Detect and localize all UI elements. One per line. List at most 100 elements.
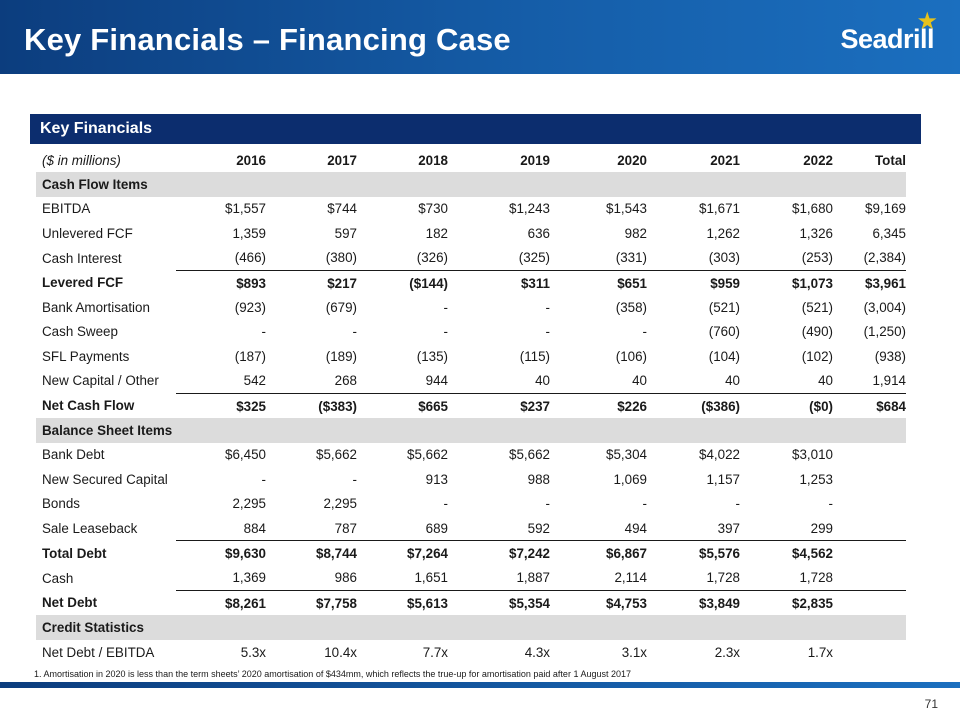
table-cell: 2,114 bbox=[614, 570, 647, 586]
table-cell: 1,914 bbox=[872, 373, 906, 389]
table-cell: $1,671 bbox=[699, 201, 740, 217]
table-cell: 2.3x bbox=[714, 644, 740, 660]
table-cell: - bbox=[261, 324, 266, 340]
table-cell bbox=[176, 172, 266, 197]
table-row: New Secured Capital - - 913 988 1,069 1,157 1,2… bbox=[36, 467, 906, 491]
row-label: Bank Debt bbox=[42, 447, 105, 463]
table-cell: 1,887 bbox=[516, 570, 550, 586]
table-cell: 787 bbox=[334, 520, 357, 536]
header-bar: Key Financials – Financing Case Seadrill… bbox=[0, 0, 960, 74]
table-cell: 986 bbox=[334, 570, 357, 586]
table-cell bbox=[833, 172, 906, 197]
table-cell: $7,264 bbox=[357, 540, 448, 566]
row-label: Cash bbox=[42, 570, 74, 586]
table-cell: $5,576 bbox=[647, 540, 740, 566]
table-cell: $217 bbox=[266, 269, 357, 296]
table-cell bbox=[833, 443, 906, 467]
section-title: Key Financials bbox=[40, 120, 153, 137]
table-row: Cash Sweep - - - - - (760) (490) (1,250) bbox=[36, 320, 906, 344]
table-cell: $3,961 bbox=[833, 269, 906, 296]
table-cell: $3,010 bbox=[792, 447, 833, 463]
row-label: SFL Payments bbox=[42, 348, 130, 364]
table-cell bbox=[176, 615, 266, 640]
table-cell: - bbox=[545, 496, 550, 512]
table-cell: 1,728 bbox=[799, 570, 833, 586]
table-cell: $730 bbox=[418, 201, 448, 217]
table-cell: 1.7x bbox=[807, 644, 833, 660]
table-cell: - bbox=[352, 471, 357, 487]
table-cell: $6,450 bbox=[225, 447, 266, 463]
table-row: Net Debt / EBITDA 5.3x 10.4x 7.7x 4.3x 3.1x 2.… bbox=[36, 640, 906, 664]
table-row: Bonds 2,295 2,295 - - - - - bbox=[36, 491, 906, 515]
row-label: Cash Sweep bbox=[42, 324, 118, 340]
table-cell: 494 bbox=[624, 520, 647, 536]
table-cell bbox=[740, 615, 833, 640]
table-cell: (521) bbox=[801, 300, 833, 316]
table-row: Sale Leaseback 884 787 689 592 494 397 299 bbox=[36, 516, 906, 541]
table-cell: $9,630 bbox=[176, 540, 266, 566]
table-cell: 1,253 bbox=[799, 471, 833, 487]
table-cell: $226 bbox=[550, 392, 647, 419]
table-cell bbox=[740, 172, 833, 197]
table-cell bbox=[448, 418, 550, 443]
table-cell: 40 bbox=[818, 373, 833, 389]
table-cell: $8,261 bbox=[176, 590, 266, 616]
table-cell: 592 bbox=[527, 520, 550, 536]
table-cell: ($386) bbox=[647, 392, 740, 419]
table-cell: (679) bbox=[325, 300, 357, 316]
table-cell bbox=[550, 418, 647, 443]
table-cell: $744 bbox=[327, 201, 357, 217]
table-cell: $4,022 bbox=[699, 447, 740, 463]
table-cell: (253) bbox=[801, 250, 833, 266]
row-label: Bank Amortisation bbox=[42, 300, 150, 316]
section-row: Cash Flow Items bbox=[36, 172, 906, 197]
table-cell: 2,295 bbox=[232, 496, 266, 512]
star-icon: ★ bbox=[916, 8, 938, 35]
table-cell: 6,345 bbox=[872, 225, 906, 241]
column-header: 2017 bbox=[327, 152, 357, 168]
table-row: Bank Amortisation (923) (679) - - (358) (521) (… bbox=[36, 295, 906, 319]
table-cell bbox=[266, 615, 357, 640]
table-cell: - bbox=[352, 324, 357, 340]
table-row: Unlevered FCF 1,359 597 182 636 982 1,262 1,326… bbox=[36, 221, 906, 245]
page-title: Key Financials – Financing Case bbox=[24, 22, 511, 57]
table-cell: $6,867 bbox=[550, 540, 647, 566]
table-cell: (3,004) bbox=[863, 300, 906, 316]
table-cell: (187) bbox=[234, 348, 266, 364]
table-cell: (331) bbox=[615, 250, 647, 266]
table-cell: - bbox=[828, 496, 833, 512]
table-row: Levered FCF $893 $217 ($144) $311 $651 $959 $1,… bbox=[36, 269, 906, 296]
column-header: 2021 bbox=[710, 152, 740, 168]
table-cell bbox=[833, 590, 906, 616]
table-cell: (189) bbox=[325, 348, 357, 364]
table-cell: 944 bbox=[425, 373, 448, 389]
table-cell: $7,242 bbox=[448, 540, 550, 566]
table-cell: 40 bbox=[725, 373, 740, 389]
section-header: Key Financials bbox=[30, 114, 921, 144]
row-label: Levered FCF bbox=[42, 275, 124, 291]
table-cell bbox=[833, 491, 906, 515]
table-cell: - bbox=[443, 496, 448, 512]
table-cell: - bbox=[545, 300, 550, 316]
financials-table: ($ in millions) 2016 2017 2018 2019 2020… bbox=[36, 148, 906, 664]
table-cell: 636 bbox=[527, 225, 550, 241]
table-row: New Capital / Other 542 268 944 40 40 40 40 1,91… bbox=[36, 369, 906, 394]
table-cell: ($383) bbox=[266, 392, 357, 419]
table-cell bbox=[357, 418, 448, 443]
table-cell: (325) bbox=[518, 250, 550, 266]
section-row: Balance Sheet Items bbox=[36, 418, 906, 443]
table-cell bbox=[833, 615, 906, 640]
table-cell bbox=[833, 640, 906, 664]
table-cell bbox=[833, 516, 906, 541]
column-header: 2019 bbox=[520, 152, 550, 168]
row-label: Net Debt bbox=[42, 595, 98, 611]
table-cell: $5,662 bbox=[316, 447, 357, 463]
table-cell: 1,651 bbox=[414, 570, 448, 586]
table-cell: $1,243 bbox=[509, 201, 550, 217]
table-cell: (102) bbox=[801, 348, 833, 364]
table-cell bbox=[833, 566, 906, 591]
table-cell: $7,758 bbox=[266, 590, 357, 616]
table-cell: 299 bbox=[810, 520, 833, 536]
table-cell: 988 bbox=[527, 471, 550, 487]
row-label: New Capital / Other bbox=[42, 373, 159, 389]
